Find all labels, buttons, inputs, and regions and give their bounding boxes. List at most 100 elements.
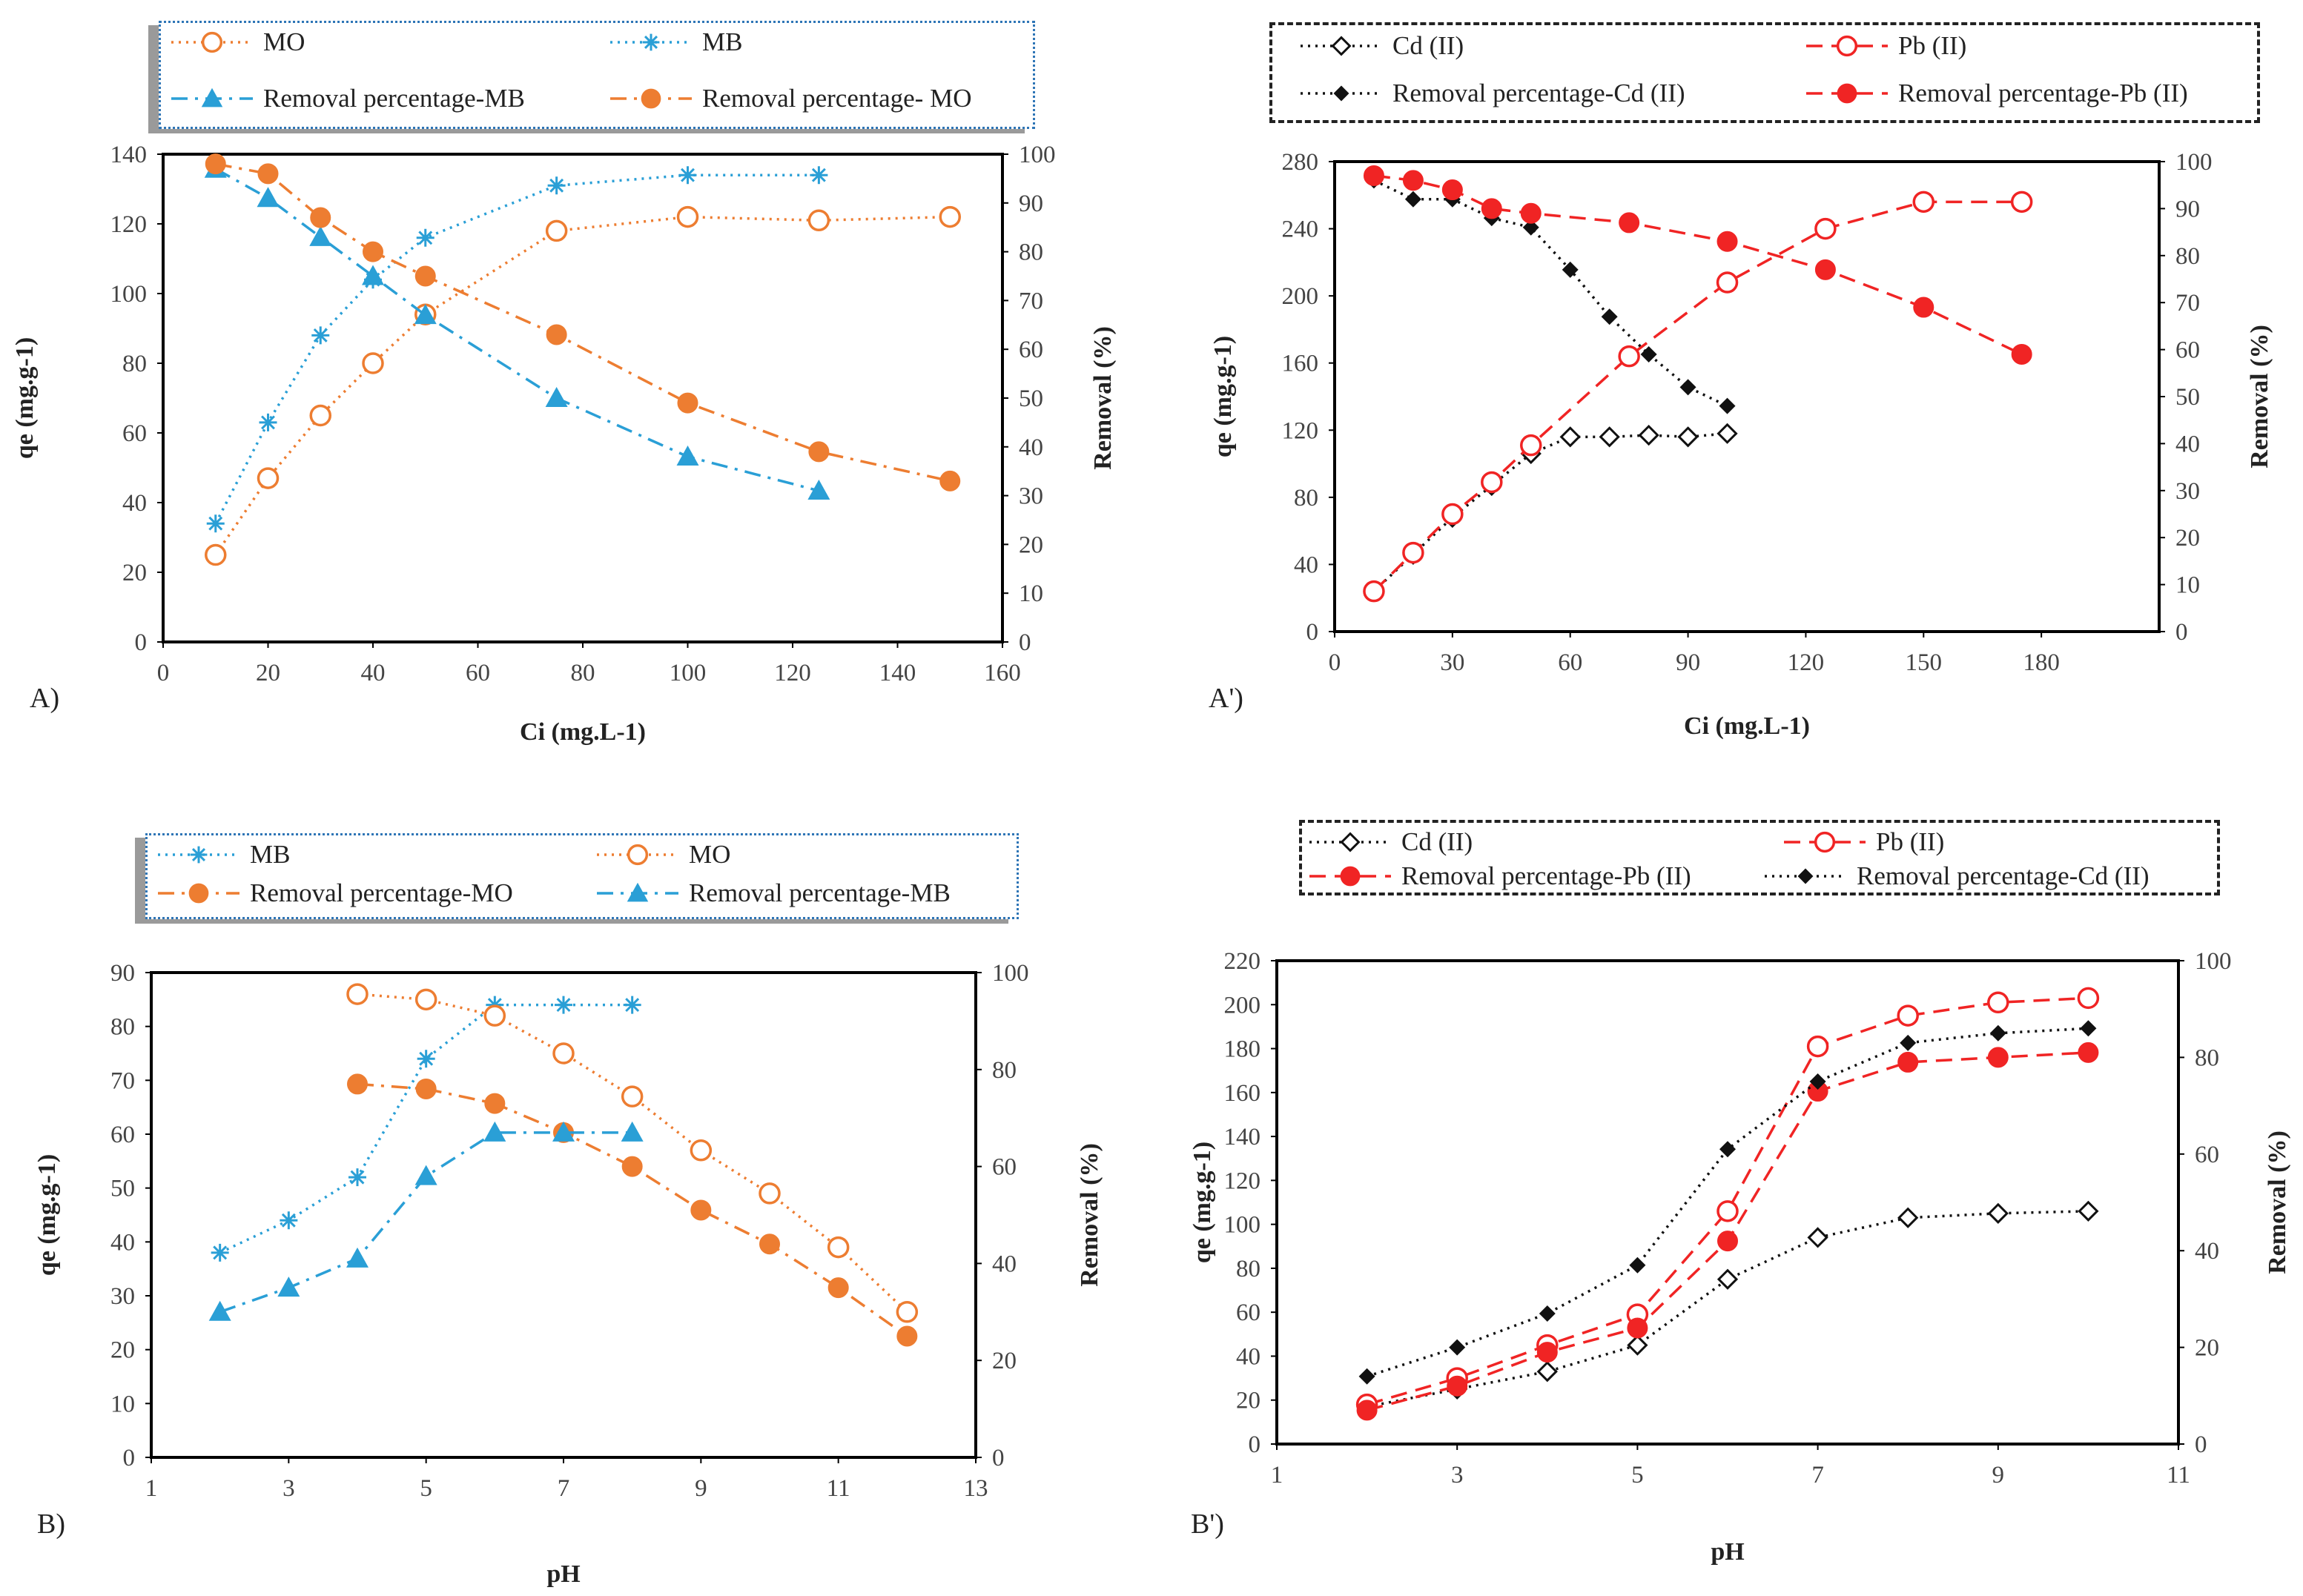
x-tick-label: 1 [1271, 1462, 1283, 1489]
marker-filled-diamond [1719, 397, 1736, 414]
y2-tick-label: 40 [992, 1251, 1017, 1277]
y-tick-label: 80 [122, 351, 147, 377]
y-tick-label: 120 [1282, 417, 1319, 444]
y-tick-label: 0 [1249, 1431, 1261, 1458]
legend-a-prime: Cd (II) Pb (II) Removal percentage-Cd (I… [1269, 22, 2260, 123]
legend-entry: Removal percentage-Pb (II) [1309, 861, 1691, 891]
y2-tick-label: 80 [1019, 239, 1043, 266]
y2-tick-label: 10 [2175, 572, 2200, 599]
marker-open-circle [1716, 1200, 1739, 1222]
y-tick-label: 30 [110, 1283, 135, 1310]
marker-triangle [362, 265, 384, 285]
marker-filled-circle [621, 1156, 643, 1177]
marker-triangle [414, 304, 437, 325]
x-axis-title: Ci (mg.L-1) [1684, 712, 1810, 740]
marker-filled-diamond [1601, 308, 1618, 325]
marker-open-circle [807, 209, 830, 232]
marker-filled-diamond [1679, 379, 1696, 396]
marker-open-circle [896, 1301, 919, 1323]
marker-open-diamond [2078, 1200, 2099, 1222]
x-tick-label: 9 [695, 1475, 707, 1502]
y-tick-label: 0 [1306, 619, 1319, 646]
marker-filled-circle [939, 470, 961, 491]
marker-filled-circle [2011, 343, 2032, 365]
series-line [214, 173, 819, 525]
x-tick-label: 7 [1811, 1462, 1824, 1489]
x-tick-label: 0 [157, 660, 170, 686]
plot-frame [162, 153, 1004, 643]
legend-label: Removal percentage-Pb (II) [1898, 79, 2188, 107]
marker-asterisk [416, 228, 435, 247]
y2-tick-label: 20 [1019, 532, 1043, 558]
marker-filled-circle [1447, 1375, 1468, 1397]
legend-label: MB [702, 27, 743, 56]
x-tick-label: 5 [420, 1475, 432, 1502]
marker-asterisk [190, 846, 208, 864]
marker-open-circle [483, 1004, 506, 1027]
y2-tick-label: 100 [992, 960, 1029, 987]
x-tick-label: 3 [1451, 1462, 1464, 1489]
marker-filled-circle [257, 163, 279, 185]
marker-open-diamond [1987, 1202, 2009, 1224]
marker-filled-circle [1814, 259, 1836, 280]
marker-open-circle [1716, 271, 1739, 294]
x-tick-label: 7 [558, 1475, 570, 1502]
legend-label: Removal percentage-Cd (II) [1392, 79, 1685, 107]
marker-open-circle [346, 983, 369, 1005]
y2-tick-label: 40 [2175, 431, 2200, 457]
marker-asterisk [280, 1211, 298, 1230]
marker-filled-circle [1363, 165, 1384, 187]
legend-entry: Removal percentage-MB [171, 84, 525, 113]
marker-asterisk [311, 326, 330, 345]
x-tick-label: 60 [1558, 649, 1582, 676]
marker-open-circle [1441, 503, 1464, 526]
marker-filled-circle [690, 1199, 712, 1221]
y2-tick-label: 20 [992, 1348, 1017, 1374]
y-tick-label: 40 [122, 490, 147, 517]
marker-filled-diamond [1333, 85, 1349, 102]
x-axis-title: Ci (mg.L-1) [520, 718, 646, 746]
marker-filled-circle [347, 1073, 368, 1095]
series-line [1372, 200, 2022, 592]
y2-tick-label: 70 [2175, 290, 2200, 317]
marker-filled-diamond [1358, 1368, 1375, 1385]
marker-filled-diamond [2080, 1020, 2097, 1037]
marker-filled-circle [1520, 202, 1542, 224]
legend-entry: MO [171, 27, 305, 57]
marker-open-circle [627, 844, 649, 866]
marker-triangle [483, 1121, 506, 1142]
marker-filled-circle [1441, 179, 1463, 201]
y-tick-label: 140 [1224, 1124, 1261, 1150]
y-tick-label: 40 [1294, 552, 1318, 578]
legend-entry: MB [610, 27, 742, 57]
x-tick-label: 60 [466, 660, 490, 686]
marker-triangle [208, 1300, 231, 1321]
marker-open-diamond [1331, 36, 1352, 56]
marker-filled-diamond [1404, 191, 1421, 208]
marker-triangle [201, 87, 223, 107]
legend-swatch [158, 846, 239, 864]
legend-swatch [1309, 832, 1391, 852]
y2-tick-label: 0 [2175, 619, 2188, 646]
y-tick-label: 60 [1236, 1299, 1260, 1326]
marker-asterisk [211, 1243, 229, 1262]
legend-entry: Removal percentage-Cd (II) [1301, 79, 1685, 108]
plot-frame [1333, 160, 2161, 633]
marker-filled-circle [1619, 212, 1640, 234]
x-tick-label: 5 [1631, 1462, 1644, 1489]
marker-triangle [552, 1121, 575, 1142]
legend-swatch [597, 844, 678, 866]
x-tick-label: 150 [1906, 649, 1943, 676]
y-axis-title: qe (mg.g-1) [1209, 336, 1237, 457]
y-axis-title: qe (mg.g-1) [33, 1154, 61, 1276]
legend-swatch [610, 33, 692, 51]
marker-filled-circle [546, 324, 567, 345]
marker-open-circle [759, 1182, 781, 1205]
legend-entry: Removal percentage-MB [597, 878, 951, 908]
marker-open-diamond [1897, 1207, 1919, 1228]
y-tick-label: 80 [110, 1014, 135, 1041]
y-tick-label: 20 [122, 560, 147, 586]
y2-tick-label: 0 [1019, 629, 1031, 656]
marker-asterisk [678, 166, 697, 185]
y2-tick-label: 50 [1019, 385, 1043, 412]
